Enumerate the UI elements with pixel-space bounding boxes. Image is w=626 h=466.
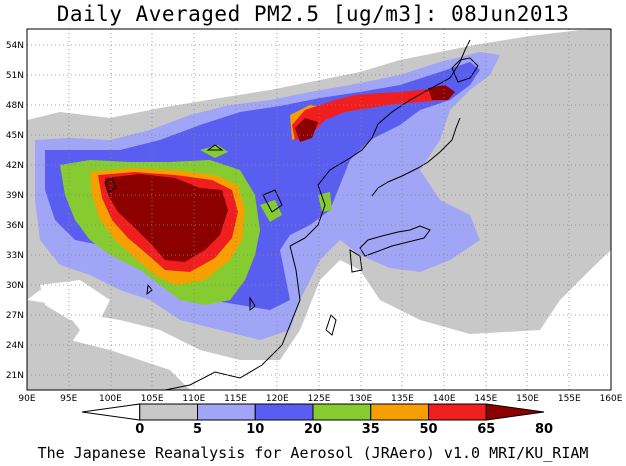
colorbar: 0 5 10 20 35 50 65 80 (81, 403, 553, 437)
lat-tick-label: 36N (6, 221, 24, 231)
colorbar-label: 35 (362, 422, 380, 437)
colorbar-swatch (312, 403, 372, 421)
lon-tick-label: 150E (516, 394, 539, 404)
lat-tick-label: 48N (6, 101, 24, 111)
plot-frame (26, 28, 612, 391)
longitude-axis: 90E 95E 100E 105E 110E 115E 120E 125E 130E 135E 14… (18, 394, 622, 404)
lat-tick-label: 54N (6, 41, 24, 51)
lon-tick-label: 110E (182, 394, 205, 404)
concentration-field (27, 29, 611, 390)
grid-lines (27, 29, 611, 390)
lat-tick-label: 39N (6, 191, 24, 201)
colorbar-swatch (139, 403, 198, 421)
lat-tick-label: 33N (6, 251, 24, 261)
lat-tick-label: 42N (6, 161, 24, 171)
colorbar-label: 0 (135, 422, 144, 437)
lon-tick-label: 145E (474, 394, 497, 404)
colorbar-label: 65 (477, 422, 495, 437)
lat-tick-label: 45N (6, 131, 24, 141)
lon-tick-label: 90E (18, 394, 35, 404)
level-35-50-c (318, 192, 332, 212)
lon-tick-label: 125E (308, 394, 331, 404)
lat-tick-label: 51N (6, 71, 24, 81)
lon-tick-label: 100E (99, 394, 122, 404)
lat-tick-label: 24N (6, 341, 24, 351)
colorbar-swatch (81, 403, 141, 421)
colorbar-label: 50 (419, 422, 437, 437)
credit-line: The Japanese Reanalysis for Aerosol (JRA… (37, 444, 589, 462)
colorbar-label: 80 (535, 422, 553, 437)
level-0-5-nw (27, 29, 200, 105)
colorbar-label: 5 (193, 422, 202, 437)
level-80-plus (105, 174, 228, 262)
lon-tick-label: 135E (391, 394, 414, 404)
lon-tick-label: 140E (433, 394, 456, 404)
colorbar-swatch (485, 403, 545, 421)
lon-tick-label: 160E (600, 394, 623, 404)
lon-tick-label: 105E (141, 394, 164, 404)
colorbar-swatch (428, 403, 487, 421)
level-0-5-island (40, 280, 110, 320)
level-80-plus-ne2 (428, 85, 455, 100)
lon-tick-label: 130E (349, 394, 372, 404)
colorbar-swatch (254, 403, 314, 421)
lat-tick-label: 21N (6, 371, 24, 381)
lon-tick-label: 155E (558, 394, 581, 404)
coastlines (104, 39, 479, 390)
colorbar-label: 20 (304, 422, 322, 437)
level-80-plus-ne1 (295, 118, 318, 142)
lon-tick-label: 115E (224, 394, 247, 404)
latitude-axis: 21N 24N 27N 30N 33N 36N 39N 42N 45N 48N 51N 54N (6, 41, 24, 381)
lon-tick-label: 95E (60, 394, 77, 404)
colorbar-swatch (197, 403, 256, 421)
lat-tick-label: 27N (6, 311, 24, 321)
lon-tick-label: 120E (266, 394, 289, 404)
colorbar-label: 10 (246, 422, 264, 437)
lat-tick-label: 30N (6, 281, 24, 291)
map-title: Daily Averaged PM2.5 [ug/m3]: 08Jun2013 (56, 2, 570, 26)
level-35-50-d (200, 145, 228, 158)
level-65-80-ne (292, 88, 455, 140)
colorbar-swatch (370, 403, 429, 421)
